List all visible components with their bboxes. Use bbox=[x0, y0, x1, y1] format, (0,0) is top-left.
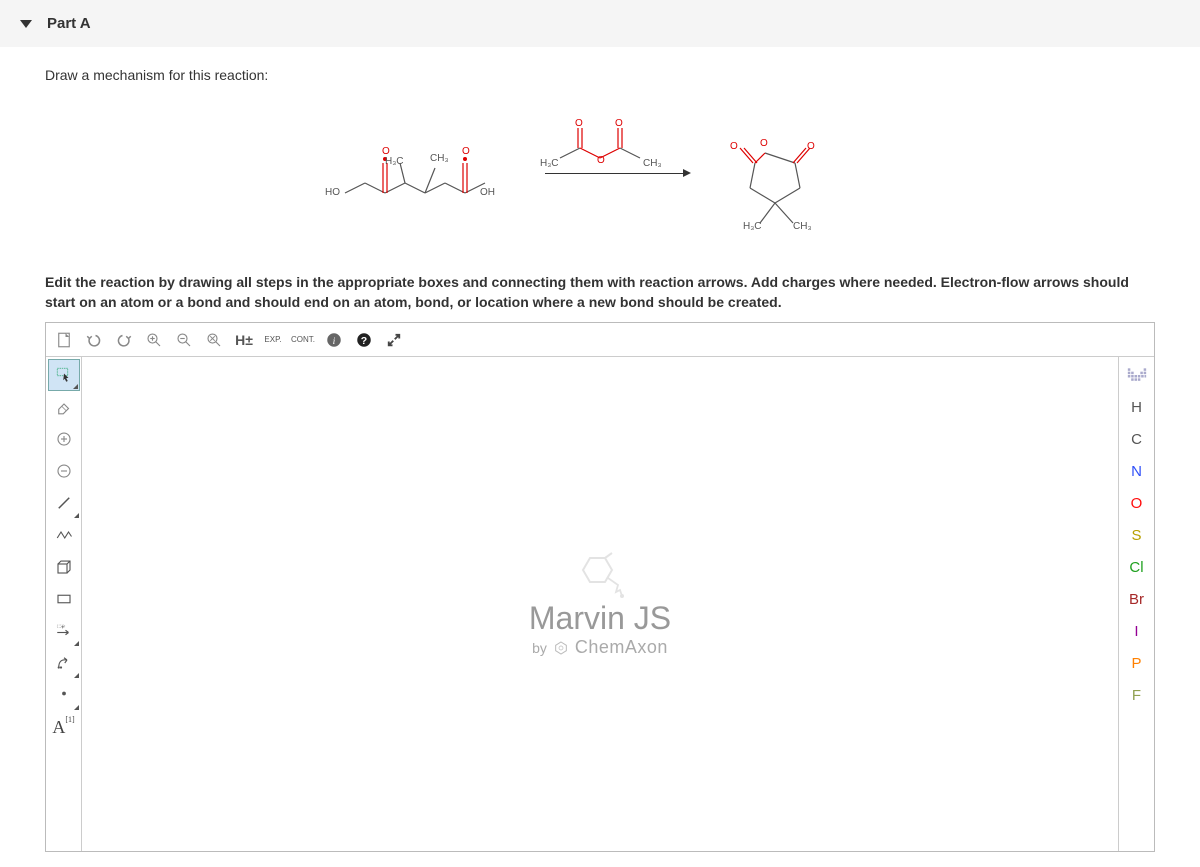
label-oh: OH bbox=[480, 187, 495, 198]
electron-flow-tool[interactable] bbox=[48, 647, 80, 679]
right-toolbar: HCNOSClBrIPF bbox=[1118, 357, 1154, 851]
zoom-out-button[interactable] bbox=[170, 326, 198, 354]
radical-tool[interactable] bbox=[48, 679, 80, 711]
label-h3c-1: H₃C bbox=[385, 156, 404, 167]
content-area: Draw a mechanism for this reaction: bbox=[0, 52, 1200, 867]
undo-button[interactable] bbox=[80, 326, 108, 354]
reaction-arrow-tool[interactable]: + bbox=[48, 615, 80, 647]
zoom-in-button[interactable] bbox=[140, 326, 168, 354]
chemaxon-icon bbox=[553, 640, 569, 656]
instruction-text: Draw a mechanism for this reaction: bbox=[45, 67, 1155, 83]
part-title: Part A bbox=[47, 15, 91, 32]
label-prod-o-left: O bbox=[730, 141, 738, 152]
atom-label-a: A bbox=[52, 717, 65, 738]
atom-h-button[interactable]: H bbox=[1121, 391, 1153, 423]
periodic-table-button[interactable] bbox=[1121, 359, 1153, 391]
cont-button[interactable]: CONT. bbox=[288, 326, 318, 354]
drawing-canvas[interactable]: Marvin JS by ChemAxon bbox=[82, 357, 1118, 851]
label-prod-o-top: O bbox=[760, 138, 768, 149]
atom-br-button[interactable]: Br bbox=[1121, 583, 1153, 615]
label-reagent-o3: O bbox=[615, 118, 623, 129]
charge-plus-tool[interactable] bbox=[48, 423, 80, 455]
single-bond-tool[interactable] bbox=[48, 487, 80, 519]
reaction-arrow bbox=[545, 173, 685, 174]
hplus-button[interactable]: H± bbox=[230, 326, 258, 354]
erase-tool[interactable] bbox=[48, 391, 80, 423]
atom-p-button[interactable]: P bbox=[1121, 647, 1153, 679]
label-reagent-ch3: CH₃ bbox=[643, 158, 662, 169]
atom-label-tool[interactable]: A [1] bbox=[48, 711, 80, 743]
label-prod-h3c: H₃C bbox=[743, 221, 762, 232]
expand-button[interactable] bbox=[380, 326, 408, 354]
atom-label-sup: [1] bbox=[65, 715, 74, 724]
label-prod-ch3: CH₃ bbox=[793, 221, 812, 232]
svg-text:i: i bbox=[333, 335, 336, 346]
new-button[interactable] bbox=[50, 326, 78, 354]
label-o2: O bbox=[462, 146, 470, 157]
help-button[interactable]: ? bbox=[350, 326, 378, 354]
template-tool[interactable] bbox=[48, 551, 80, 583]
left-toolbar: + A [1] bbox=[46, 357, 82, 851]
editor-body: + A [1] bbox=[46, 357, 1154, 851]
chemaxon-byline: by ChemAxon bbox=[532, 637, 668, 658]
chain-tool[interactable] bbox=[48, 519, 80, 551]
top-toolbar: H± EXP. CONT. i ? bbox=[46, 323, 1154, 357]
atom-c-button[interactable]: C bbox=[1121, 423, 1153, 455]
rect-tool[interactable] bbox=[48, 583, 80, 615]
part-header: Part A bbox=[0, 0, 1200, 47]
reaction-diagram: HO O O H₃C CH₃ OH H₃C O CH₃ O O bbox=[325, 113, 875, 243]
atom-i-button[interactable]: I bbox=[1121, 615, 1153, 647]
label-reagent-o: O bbox=[597, 155, 605, 166]
label-prod-o-right: O bbox=[807, 141, 815, 152]
marvin-editor: H± EXP. CONT. i ? bbox=[45, 322, 1155, 852]
edit-instruction: Edit the reaction by drawing all steps i… bbox=[45, 273, 1155, 312]
by-label: by bbox=[532, 640, 547, 656]
charge-minus-tool[interactable] bbox=[48, 455, 80, 487]
atom-f-button[interactable]: F bbox=[1121, 679, 1153, 711]
label-reagent-o2: O bbox=[575, 118, 583, 129]
svg-text:+: + bbox=[61, 625, 65, 631]
redo-button[interactable] bbox=[110, 326, 138, 354]
info-button[interactable]: i bbox=[320, 326, 348, 354]
reaction-arrow-head bbox=[683, 169, 691, 177]
selection-tool[interactable] bbox=[48, 359, 80, 391]
zoom-fit-button[interactable] bbox=[200, 326, 228, 354]
atom-s-button[interactable]: S bbox=[1121, 519, 1153, 551]
exp-button[interactable]: EXP. bbox=[260, 326, 286, 354]
label-reagent-h3c: H₃C bbox=[540, 158, 559, 169]
atom-cl-button[interactable]: Cl bbox=[1121, 551, 1153, 583]
chemaxon-label: ChemAxon bbox=[575, 637, 668, 658]
label-ch3-1: CH₃ bbox=[430, 153, 449, 164]
collapse-icon[interactable] bbox=[20, 20, 32, 28]
atom-n-button[interactable]: N bbox=[1121, 455, 1153, 487]
atom-o-button[interactable]: O bbox=[1121, 487, 1153, 519]
label-ho: HO bbox=[325, 187, 340, 198]
marvin-logo-icon bbox=[570, 550, 630, 600]
svg-text:?: ? bbox=[361, 334, 367, 346]
marvin-title: Marvin JS bbox=[529, 600, 671, 637]
